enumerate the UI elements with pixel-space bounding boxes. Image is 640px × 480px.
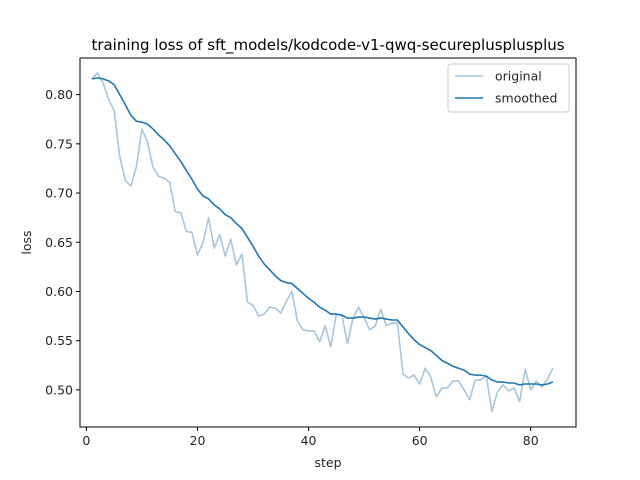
x-axis-ticks: 0 20 40 60 80: [82, 427, 539, 448]
y-tick-label: 0.75: [45, 136, 73, 151]
x-tick-label: 20: [190, 433, 206, 448]
x-tick-label: 80: [523, 433, 539, 448]
y-tick-label: 0.70: [45, 186, 73, 201]
chart-title: training loss of sft_models/kodcode-v1-q…: [91, 36, 564, 55]
y-axis-label: loss: [19, 230, 34, 254]
y-tick-label: 0.60: [45, 284, 73, 299]
y-tick-label: 0.80: [45, 87, 73, 102]
x-tick-label: 40: [301, 433, 317, 448]
x-tick-label: 60: [412, 433, 428, 448]
series-line-original: [91, 72, 554, 413]
legend-label-original: original: [495, 69, 542, 84]
y-axis-ticks: 0.50 0.55 0.60 0.65 0.70 0.75 0.80: [45, 87, 80, 397]
legend: original smoothed: [447, 63, 570, 113]
x-axis-label: step: [314, 455, 341, 470]
y-tick-label: 0.55: [45, 333, 73, 348]
series-line-smoothed: [91, 77, 554, 386]
series-lines: [91, 72, 554, 413]
legend-label-smoothed: smoothed: [495, 91, 557, 106]
x-tick-label: 0: [82, 433, 90, 448]
y-tick-label: 0.50: [45, 382, 73, 397]
y-tick-label: 0.65: [45, 235, 73, 250]
